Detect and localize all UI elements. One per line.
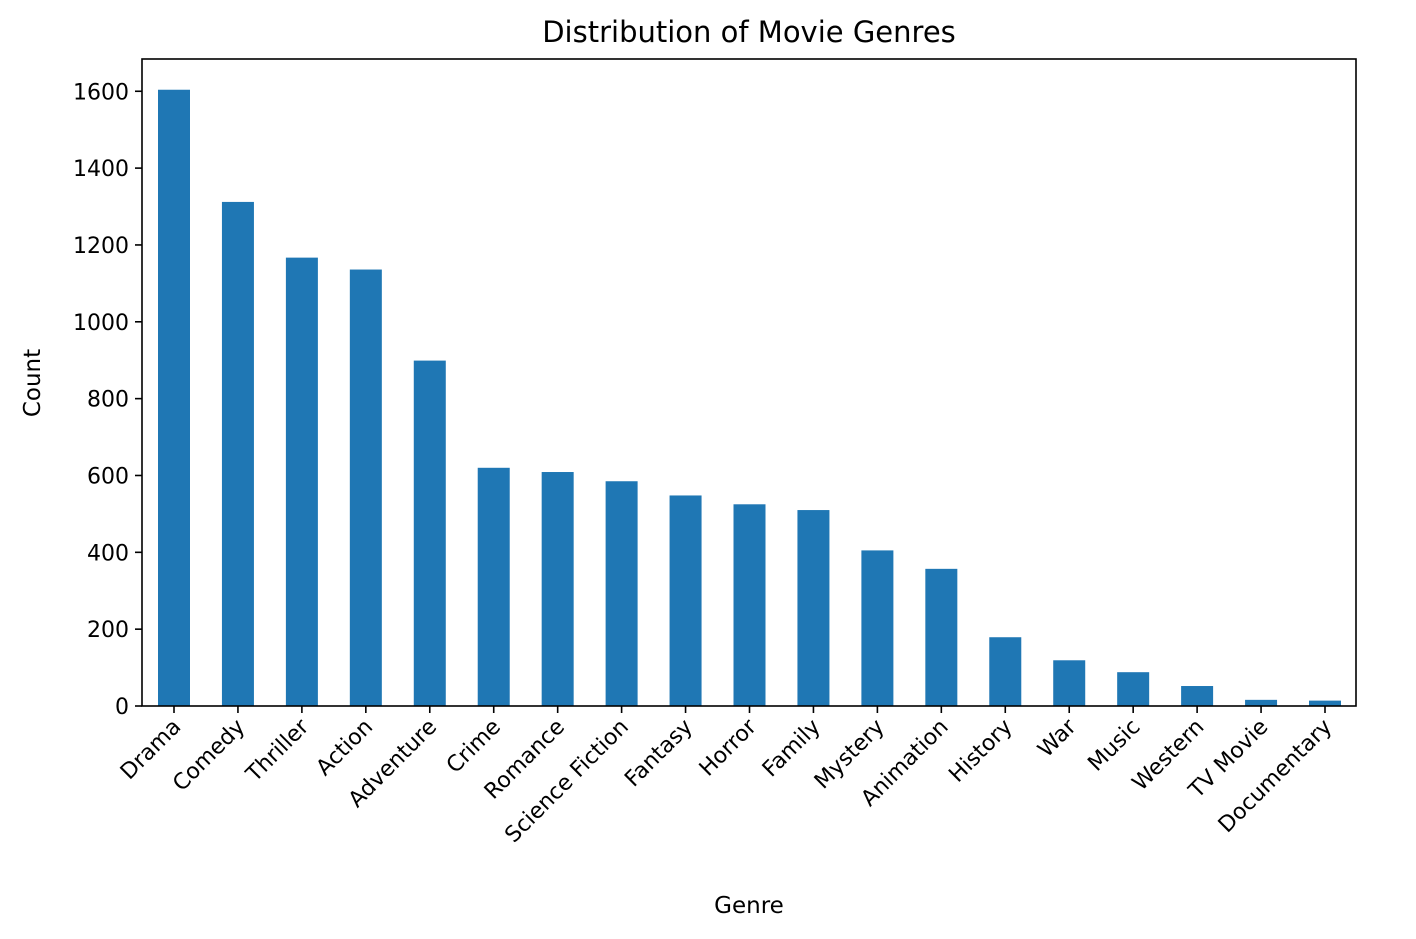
y-axis-label: Count [20, 349, 46, 417]
chart-title: Distribution of Movie Genres [542, 15, 956, 49]
bar-comedy [221, 201, 254, 707]
bar-drama [158, 89, 190, 707]
y-tick-label: 200 [87, 618, 129, 643]
bar-horror [733, 504, 766, 706]
bar-thriller [285, 257, 318, 706]
bar-family [797, 510, 830, 706]
y-tick-label: 800 [87, 388, 129, 413]
y-tick-label: 1200 [73, 234, 129, 259]
y-axis: 0 200 400 600 800 1000 1200 1400 1600 [73, 80, 142, 720]
x-axis-label: Genre [714, 893, 784, 919]
bar-mystery [861, 550, 894, 706]
y-tick-label: 0 [115, 695, 129, 720]
bar-animation [925, 568, 958, 706]
bar-war [1053, 660, 1086, 706]
y-tick-label: 1600 [73, 80, 129, 105]
y-tick-label: 1400 [73, 157, 129, 182]
bar-adventure [413, 360, 446, 706]
y-tick-label: 600 [87, 464, 129, 489]
bar-history [989, 637, 1022, 706]
bar-western [1181, 686, 1214, 706]
bar-fantasy [669, 495, 702, 706]
bar-action [349, 269, 382, 706]
y-tick-label: 400 [87, 541, 129, 566]
bars-group [158, 89, 1341, 707]
bar-romance [541, 472, 574, 706]
y-tick-label: 1000 [73, 311, 129, 336]
bar-crime [477, 467, 510, 706]
bar-tv-movie [1245, 699, 1278, 706]
bar-documentary [1309, 700, 1341, 706]
bar-science-fiction [605, 481, 638, 706]
bar-music [1117, 672, 1150, 706]
